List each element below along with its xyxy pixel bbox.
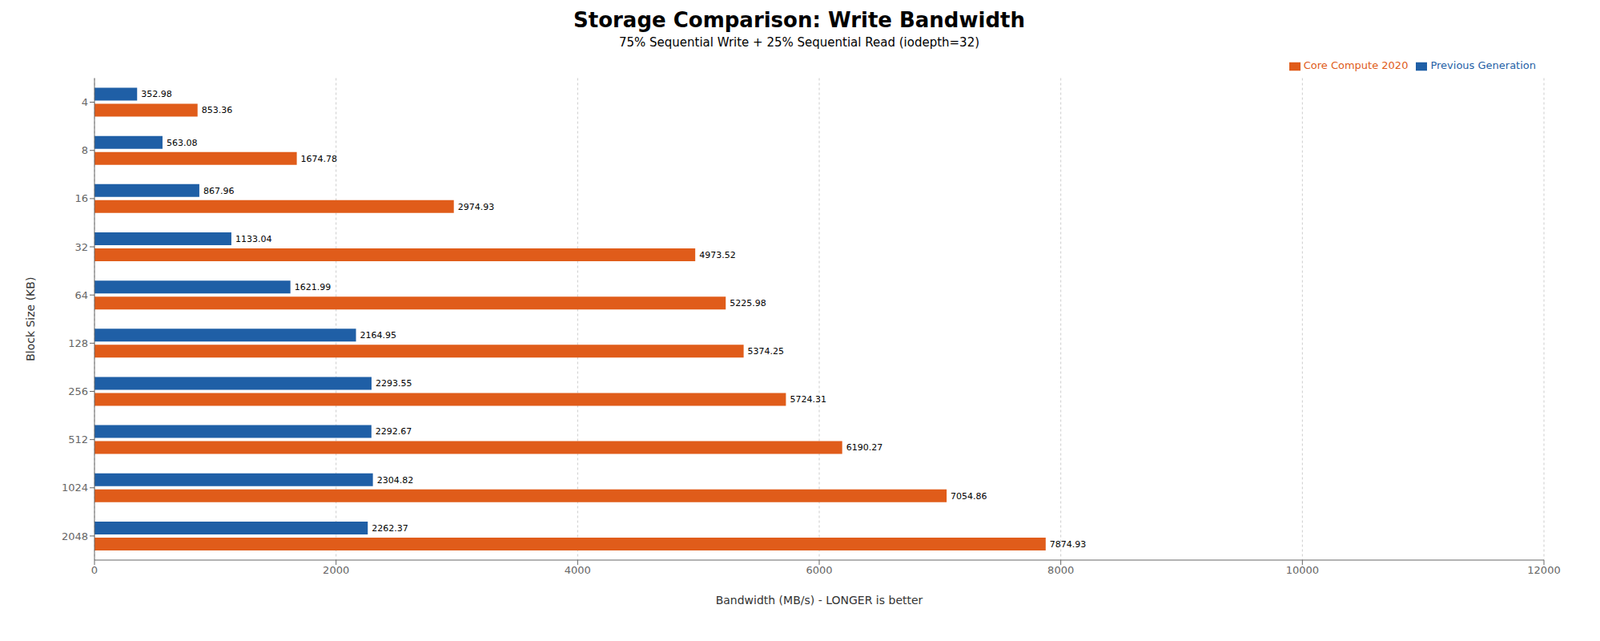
svg-text:10000: 10000 xyxy=(1286,563,1319,576)
svg-text:128: 128 xyxy=(68,337,89,350)
svg-text:Bandwidth (MB/s) - LONGER is b: Bandwidth (MB/s) - LONGER is better xyxy=(715,593,924,607)
svg-text:12000: 12000 xyxy=(1527,563,1560,576)
html-text:Core Compute 2020: Core Compute 2020 xyxy=(1303,59,1409,72)
svg-text:1674.78: 1674.78 xyxy=(301,153,338,165)
svg-text:16: 16 xyxy=(74,192,89,205)
html-text:Storage Comparison: Write Band: Storage Comparison: Write Bandwidth xyxy=(573,8,1026,33)
svg-text:1024: 1024 xyxy=(61,481,89,494)
svg-text:2164.95: 2164.95 xyxy=(360,329,398,341)
svg-text:256: 256 xyxy=(68,385,89,398)
svg-text:853.36: 853.36 xyxy=(201,104,234,116)
svg-text:6000: 6000 xyxy=(805,563,833,576)
svg-text:867.96: 867.96 xyxy=(203,185,235,197)
svg-text:2048: 2048 xyxy=(61,530,89,543)
svg-text:352.98: 352.98 xyxy=(140,88,173,100)
svg-text:2262.37: 2262.37 xyxy=(371,522,409,534)
svg-text:4: 4 xyxy=(81,96,89,109)
svg-text:1621.99: 1621.99 xyxy=(294,281,332,293)
svg-text:2304.82: 2304.82 xyxy=(377,474,415,486)
html-text:75% Sequential Write + 25% Seq: 75% Sequential Write + 25% Sequential Re… xyxy=(618,35,980,50)
svg-text:2000: 2000 xyxy=(322,563,350,576)
svg-text:2974.93: 2974.93 xyxy=(458,201,495,213)
svg-text:7054.86: 7054.86 xyxy=(950,490,988,502)
svg-text:1133.04: 1133.04 xyxy=(235,233,273,245)
svg-text:563.08: 563.08 xyxy=(166,137,198,149)
svg-text:8: 8 xyxy=(81,144,89,157)
svg-text:2293.55: 2293.55 xyxy=(375,377,413,389)
svg-text:64: 64 xyxy=(74,289,89,302)
svg-text:512: 512 xyxy=(68,433,89,446)
svg-text:6190.27: 6190.27 xyxy=(846,442,884,453)
svg-text:4973.52: 4973.52 xyxy=(699,249,736,261)
svg-text:4000: 4000 xyxy=(564,563,591,576)
svg-text:0: 0 xyxy=(91,563,98,576)
html-text:Previous Generation: Previous Generation xyxy=(1430,59,1536,72)
svg-text:Block Size (KB): Block Size (KB) xyxy=(24,277,37,362)
svg-text:32: 32 xyxy=(74,241,89,254)
svg-text:2292.67: 2292.67 xyxy=(375,426,412,437)
svg-text:5374.25: 5374.25 xyxy=(747,345,785,357)
svg-text:7874.93: 7874.93 xyxy=(1049,538,1087,550)
svg-text:8000: 8000 xyxy=(1047,563,1074,576)
svg-text:5225.98: 5225.98 xyxy=(729,297,767,309)
svg-text:5724.31: 5724.31 xyxy=(789,393,827,405)
